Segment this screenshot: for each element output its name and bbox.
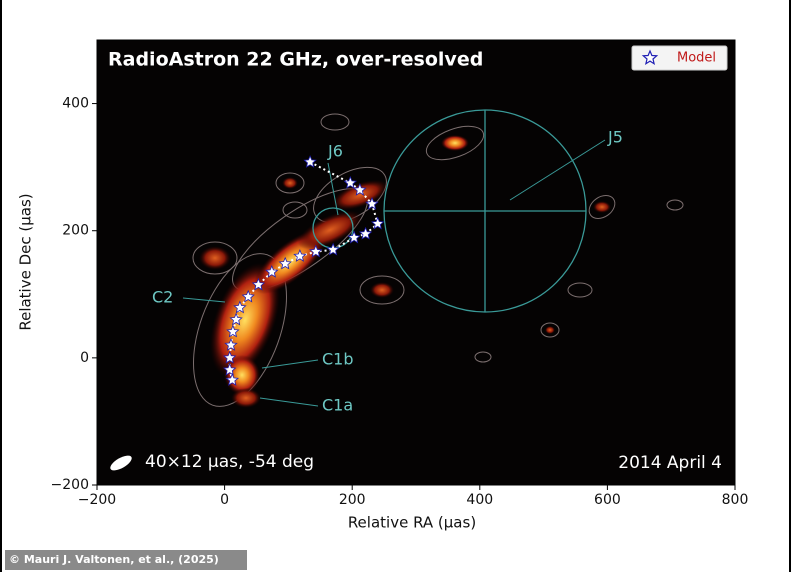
model-point [225,373,240,386]
model-point [265,264,279,278]
credit: © Mauri J. Valtonen, et al., (2025) [9,553,219,566]
model-point [241,289,255,303]
y-axis-label: Relative Dec (μas) [17,193,35,330]
y-tick-label: 0 [80,350,89,366]
model-point [278,256,292,270]
annotation: J5 [607,128,623,147]
x-tick-label: 0 [220,492,229,508]
credit-box [5,550,247,570]
annotation: 40×12 μas, -54 deg [145,452,314,472]
model-point [224,338,238,351]
model-point [223,362,237,376]
model-point [365,196,379,210]
model-point [358,226,373,240]
model-point [251,277,266,291]
model-point [353,182,367,196]
model-point [371,216,385,230]
model-point [326,242,340,256]
plot-border [96,39,736,486]
chart-title: RadioAstron 22 GHz, over-resolved [108,49,483,71]
x-tick-label: 800 [722,492,749,508]
model-point [347,230,361,244]
x-tick-label: 400 [466,492,493,508]
x-tick-label: 200 [339,492,366,508]
y-tick-label: −200 [51,477,89,493]
legend-marker [641,49,659,65]
model-point [233,300,247,314]
annotation: 2014 April 4 [618,453,722,473]
legend-box [631,45,728,71]
y-tick-label: 400 [62,96,89,112]
annotation: C2 [152,288,173,307]
plot-area [97,40,735,485]
model-point [309,244,323,258]
x-tick-label: −200 [78,492,116,508]
legend-label: Model [677,51,716,66]
model-point [229,312,243,326]
model-point [226,324,240,338]
annotation: C1b [322,350,354,369]
model-point [343,175,357,189]
x-axis-label: Relative RA (μas) [348,514,476,532]
model-point [293,249,307,262]
y-tick-label: 200 [62,223,89,239]
x-tick-label: 600 [594,492,621,508]
annotation: J6 [327,142,343,161]
annotation: C1a [322,396,353,415]
model-point [223,350,237,364]
model-point [303,155,317,168]
